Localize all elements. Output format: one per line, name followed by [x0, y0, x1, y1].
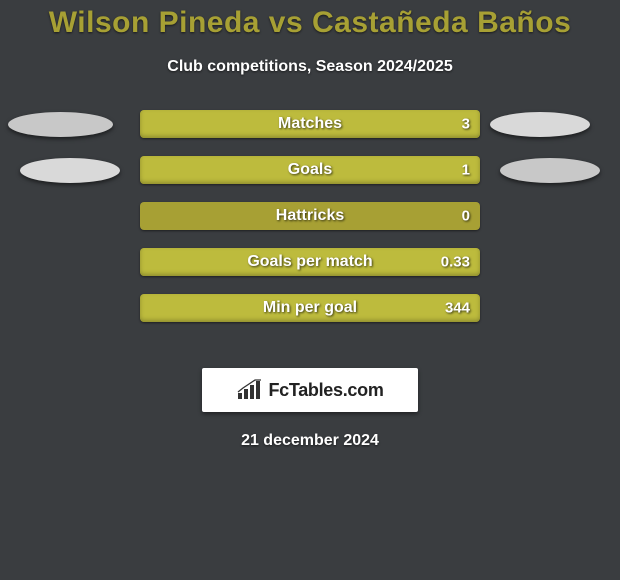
bar-row-min-per-goal: Min per goal 344 [140, 294, 480, 322]
player-photo-right-1 [490, 112, 590, 137]
bar-row-goals-per-match: Goals per match 0.33 [140, 248, 480, 276]
bar-row-hattricks: Hattricks 0 [140, 202, 480, 230]
bar-track: Min per goal 344 [140, 294, 480, 322]
snapshot-date: 21 december 2024 [0, 432, 620, 450]
page-subtitle: Club competitions, Season 2024/2025 [0, 58, 620, 76]
bar-value: 344 [445, 300, 470, 317]
bar-value: 0.33 [441, 254, 470, 271]
source-logo-box: FcTables.com [202, 368, 418, 412]
comparison-infographic: Wilson Pineda vs Castañeda Baños Club co… [0, 0, 620, 580]
bar-label: Goals [288, 161, 332, 179]
bar-label: Min per goal [263, 299, 357, 317]
bar-value: 0 [462, 208, 470, 225]
bar-label: Hattricks [276, 207, 344, 225]
bar-label: Goals per match [247, 253, 372, 271]
bar-value: 1 [462, 162, 470, 179]
player-photo-left-2 [20, 158, 120, 183]
source-logo-text: FcTables.com [268, 380, 383, 401]
page-title: Wilson Pineda vs Castañeda Baños [0, 6, 620, 40]
bar-track: Goals 1 [140, 156, 480, 184]
bar-row-goals: Goals 1 [140, 156, 480, 184]
bar-track: Matches 3 [140, 110, 480, 138]
bar-track: Goals per match 0.33 [140, 248, 480, 276]
player-photo-right-2 [500, 158, 600, 183]
bar-value: 3 [462, 116, 470, 133]
bar-chart-icon [236, 379, 262, 401]
stat-bars: Matches 3 Goals 1 Hattricks 0 [140, 110, 480, 322]
bar-row-matches: Matches 3 [140, 110, 480, 138]
player-photo-left-1 [8, 112, 113, 137]
bar-track: Hattricks 0 [140, 202, 480, 230]
chart-area: Matches 3 Goals 1 Hattricks 0 [0, 110, 620, 350]
bar-label: Matches [278, 115, 342, 133]
